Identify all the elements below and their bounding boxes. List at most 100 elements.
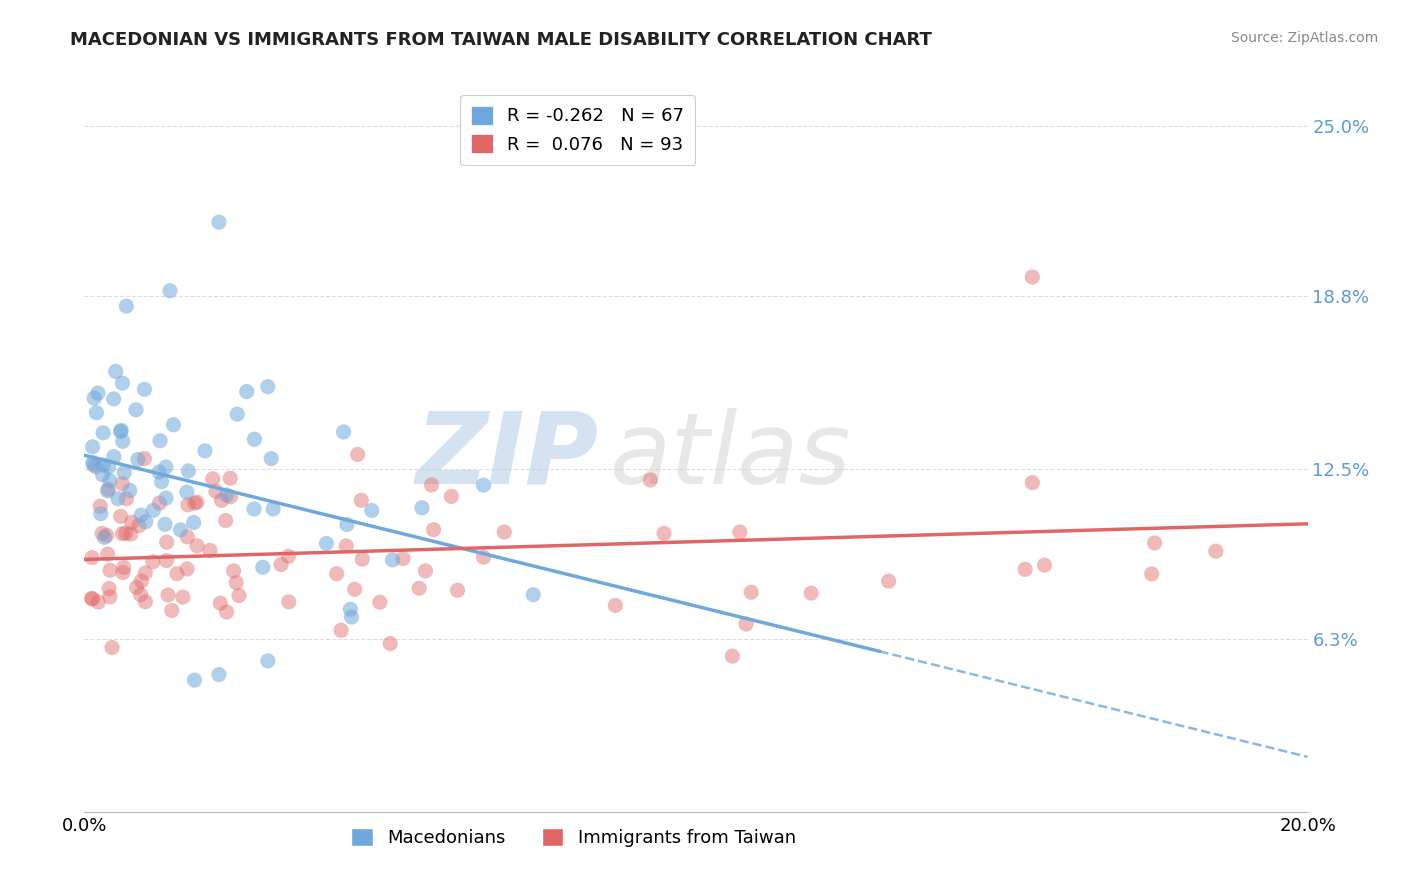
Point [115, 491, 138, 506]
Point [111, 376, 134, 390]
Point [101, 640, 124, 655]
Point [142, 503, 165, 517]
Point [346, 447, 368, 461]
Point [107, 491, 129, 506]
Point [440, 489, 463, 503]
Point [98, 474, 121, 488]
Point [228, 589, 250, 603]
Point [260, 451, 283, 466]
Point [155, 553, 177, 567]
Point [215, 605, 238, 619]
Point [494, 524, 516, 539]
Point [877, 574, 900, 588]
Point [103, 392, 125, 406]
Point [257, 654, 280, 668]
Point [235, 384, 257, 399]
Point [134, 451, 156, 466]
Point [90, 507, 112, 521]
Point [118, 483, 141, 498]
Point [91, 425, 114, 440]
Point [343, 582, 366, 597]
Point [243, 432, 266, 446]
Point [125, 402, 148, 417]
Point [120, 527, 142, 541]
Point [112, 466, 135, 480]
Point [225, 575, 247, 590]
Point [82, 550, 104, 565]
Point [177, 464, 200, 478]
Point [215, 488, 238, 502]
Point [149, 434, 172, 448]
Point [97, 460, 120, 475]
Point [91, 467, 114, 482]
Point [83, 391, 105, 405]
Point [408, 581, 430, 595]
Point [112, 560, 135, 574]
Point [1143, 536, 1166, 550]
Point [134, 595, 156, 609]
Point [332, 425, 354, 439]
Point [159, 284, 181, 298]
Point [176, 562, 198, 576]
Point [184, 496, 207, 510]
Point [330, 624, 353, 638]
Point [121, 516, 143, 530]
Point [93, 530, 115, 544]
Point [131, 574, 153, 589]
Point [115, 526, 138, 541]
Point [336, 517, 359, 532]
Point [155, 460, 177, 475]
Point [1140, 566, 1163, 581]
Point [198, 543, 221, 558]
Point [222, 564, 245, 578]
Point [153, 517, 176, 532]
Point [84, 459, 107, 474]
Point [1033, 558, 1056, 573]
Text: atlas: atlas [610, 408, 852, 505]
Text: ZIP: ZIP [415, 408, 598, 505]
Point [392, 551, 415, 566]
Point [104, 364, 127, 378]
Point [415, 564, 437, 578]
Point [157, 588, 180, 602]
Point [183, 516, 205, 530]
Point [381, 553, 404, 567]
Point [1021, 270, 1043, 285]
Legend: Macedonians, Immigrants from Taiwan: Macedonians, Immigrants from Taiwan [344, 821, 803, 855]
Point [160, 603, 183, 617]
Text: MACEDONIAN VS IMMIGRANTS FROM TAIWAN MALE DISABILITY CORRELATION CHART: MACEDONIAN VS IMMIGRANTS FROM TAIWAN MAL… [70, 31, 932, 49]
Point [111, 476, 134, 491]
Point [129, 588, 152, 602]
Point [125, 580, 148, 594]
Point [97, 483, 120, 498]
Text: Source: ZipAtlas.com: Source: ZipAtlas.com [1230, 31, 1378, 45]
Point [420, 478, 443, 492]
Point [98, 582, 121, 596]
Point [156, 535, 179, 549]
Point [129, 508, 152, 522]
Point [215, 514, 238, 528]
Point [115, 299, 138, 313]
Point [172, 590, 194, 604]
Point [110, 425, 132, 439]
Point [87, 595, 110, 609]
Point [257, 380, 280, 394]
Point [134, 382, 156, 396]
Point [91, 458, 114, 472]
Point [91, 526, 114, 541]
Point [148, 465, 170, 479]
Point [219, 490, 242, 504]
Point [335, 539, 357, 553]
Point [340, 610, 363, 624]
Point [277, 595, 299, 609]
Point [110, 424, 132, 438]
Point [243, 502, 266, 516]
Point [605, 599, 627, 613]
Point [162, 417, 184, 432]
Point [211, 493, 233, 508]
Point [98, 563, 121, 577]
Point [142, 555, 165, 569]
Point [315, 536, 337, 550]
Point [411, 500, 433, 515]
Point [728, 524, 751, 539]
